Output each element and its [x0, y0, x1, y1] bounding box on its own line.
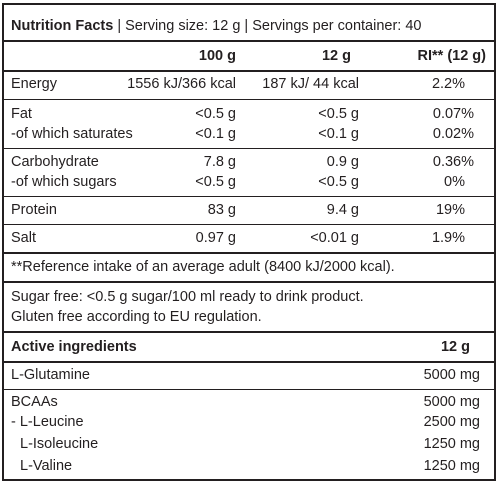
nutrient-per100: <0.1 g — [195, 126, 236, 142]
divider — [4, 361, 494, 363]
nutrient-ri: 2.2% — [431, 76, 465, 92]
ingredient-amount: 1250 mg — [423, 458, 480, 474]
divider — [4, 224, 494, 225]
nutrient-per12: <0.1 g — [318, 126, 359, 142]
gluten-free-note: Gluten free according to EU regulation. — [11, 309, 262, 325]
active-column-header: 12 g — [440, 339, 470, 355]
ingredient-amount: 5000 mg — [423, 367, 480, 383]
nutrient-per100: 7.8 g — [203, 154, 236, 170]
nutrient-per12: <0.5 g — [318, 174, 359, 190]
nutrient-per12: <0.5 g — [318, 106, 359, 122]
sugar-free-note: Sugar free: <0.5 g sugar/100 ml ready to… — [11, 289, 364, 305]
reference-intake-footnote: **Reference intake of an average adult (… — [11, 259, 395, 275]
nutrient-name: Protein — [11, 202, 57, 218]
nutrient-per100: <0.5 g — [195, 106, 236, 122]
ingredient-amount: 1250 mg — [423, 436, 480, 452]
nutrient-per100: 1556 kJ/366 kcal — [127, 76, 236, 92]
divider — [4, 252, 494, 254]
nutrient-per12: 9.4 g — [326, 202, 359, 218]
nutrient-ri: 0.36% — [432, 154, 474, 170]
nutrient-ri: 0.07% — [432, 106, 474, 122]
ingredient-amount: 5000 mg — [423, 394, 480, 410]
divider — [4, 99, 494, 100]
nutrition-facts-panel: Nutrition Facts | Serving size: 12 g | S… — [2, 3, 496, 481]
active-ingredients-heading: Active ingredients — [11, 339, 137, 355]
nutrient-per100: 0.97 g — [195, 230, 236, 246]
col-header-ri: RI** (12 g) — [417, 48, 487, 64]
col-header-12g: 12 g — [321, 48, 351, 64]
nutrient-ri: 19% — [435, 202, 465, 218]
nutrient-ri: 0% — [444, 174, 465, 190]
ingredient-name: BCAAs — [11, 394, 58, 410]
divider — [4, 196, 494, 197]
divider — [4, 281, 494, 283]
nutrient-per12: 187 kJ/ 44 kcal — [262, 76, 359, 92]
ingredient-name: L-Valine — [20, 458, 73, 474]
col-header-100g: 100 g — [198, 48, 236, 64]
nutrient-name: Carbohydrate — [11, 154, 99, 170]
ingredient-name: L-Glutamine — [11, 367, 90, 383]
divider — [4, 331, 494, 333]
nutrient-per12: <0.01 g — [310, 230, 359, 246]
nutrient-name: Salt — [11, 230, 36, 246]
nutrient-name: -of which saturates — [11, 126, 133, 142]
serving-info: | Serving size: 12 g | Servings per cont… — [113, 18, 422, 34]
nutrient-name: -of which sugars — [11, 174, 117, 190]
nutrient-name: Energy — [11, 76, 57, 92]
header-line: Nutrition Facts | Serving size: 12 g | S… — [11, 18, 421, 35]
nutrient-name: Fat — [11, 106, 32, 122]
nutrient-per100: <0.5 g — [195, 174, 236, 190]
nutrient-ri: 0.02% — [432, 126, 474, 142]
ingredient-name: - L-Leucine — [11, 414, 84, 430]
divider — [4, 148, 494, 149]
ingredient-name: L-Isoleucine — [20, 436, 99, 452]
divider — [4, 40, 494, 42]
nutrient-per12: 0.9 g — [326, 154, 359, 170]
nutrient-ri: 1.9% — [431, 230, 465, 246]
nutrient-per100: 83 g — [207, 202, 236, 218]
divider — [4, 389, 494, 390]
nutrition-facts-title: Nutrition Facts — [11, 18, 114, 34]
ingredient-amount: 2500 mg — [423, 414, 480, 430]
divider — [4, 70, 494, 72]
